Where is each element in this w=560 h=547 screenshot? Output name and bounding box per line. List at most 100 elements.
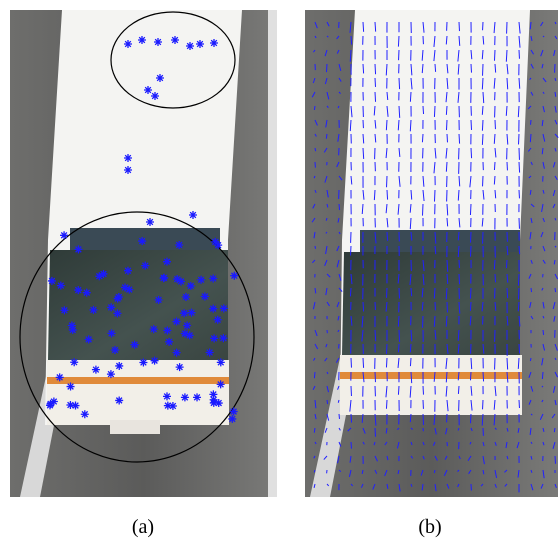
flow-vector	[326, 64, 327, 72]
flow-vector	[410, 358, 411, 366]
feature-star	[124, 154, 132, 162]
flow-vector	[482, 50, 483, 59]
flow-vector	[435, 64, 436, 72]
flow-vector	[386, 358, 387, 367]
flow-vector	[410, 218, 411, 229]
feature-star	[138, 36, 146, 44]
feature-star	[171, 36, 179, 44]
feature-star	[210, 334, 218, 342]
flow-vector	[519, 246, 520, 254]
feature-star	[209, 390, 217, 398]
flow-vector	[434, 316, 435, 327]
feature-star	[193, 393, 201, 401]
feature-star	[66, 401, 74, 409]
feature-star	[197, 276, 205, 284]
feature-star	[201, 292, 209, 300]
flow-vector	[518, 358, 519, 369]
flow-vector	[470, 288, 471, 299]
feature-star	[155, 296, 163, 304]
flow-vector	[542, 372, 543, 379]
flow-vector	[434, 106, 435, 117]
plate	[110, 420, 160, 434]
flow-vector	[458, 386, 459, 394]
flow-vector	[519, 162, 520, 173]
flow-vector	[470, 246, 471, 257]
flow-vector	[482, 106, 483, 115]
flow-vector	[314, 106, 315, 110]
feature-star	[154, 38, 162, 46]
flow-vector	[398, 344, 399, 352]
flow-vector	[375, 64, 376, 74]
flow-vector	[494, 260, 495, 269]
feature-star	[182, 293, 190, 301]
feature-star	[57, 282, 65, 290]
panel-a-image	[10, 10, 277, 497]
flow-vector	[374, 190, 375, 200]
flow-vector	[363, 148, 364, 159]
flow-vector	[411, 288, 412, 296]
feature-star	[210, 39, 218, 47]
bumper	[47, 360, 229, 425]
flow-vector	[410, 414, 411, 422]
flow-vector	[530, 134, 531, 142]
feature-star	[219, 334, 227, 342]
feature-star	[121, 283, 129, 291]
feature-star	[151, 92, 159, 100]
feature-star	[183, 322, 191, 330]
feature-star	[113, 309, 121, 317]
feature-star	[74, 245, 82, 253]
flow-vector	[506, 50, 507, 62]
panel-label: (a)	[132, 516, 154, 538]
feature-star	[107, 303, 115, 311]
feature-star	[124, 166, 132, 174]
feature-star	[115, 396, 123, 404]
feature-star	[74, 286, 82, 294]
flow-vector	[482, 134, 483, 145]
feature-star	[164, 402, 172, 410]
flow-vector	[434, 190, 435, 202]
flow-vector	[387, 190, 388, 200]
feature-star	[206, 348, 214, 356]
panel-label: (b)	[418, 516, 441, 538]
flow-vector	[410, 120, 411, 131]
feature-star	[220, 304, 228, 312]
feature-star	[70, 358, 78, 366]
flow-vector	[446, 120, 447, 130]
flow-vector	[375, 22, 376, 32]
feature-star	[217, 380, 225, 388]
flow-vector	[398, 386, 399, 395]
flow-vector	[326, 134, 327, 139]
feature-star	[114, 295, 122, 303]
flow-vector	[351, 414, 352, 423]
flow-vector	[350, 50, 351, 62]
flow-vector	[459, 134, 460, 144]
flow-vector	[447, 218, 448, 226]
flow-vector	[399, 106, 400, 118]
flow-vector	[363, 358, 364, 368]
feature-star	[175, 241, 183, 249]
flow-vector	[363, 302, 364, 311]
feature-star	[124, 40, 132, 48]
flow-vector	[494, 176, 495, 184]
flow-vector	[471, 148, 472, 158]
feature-star	[186, 331, 194, 339]
road-edge	[268, 10, 277, 497]
figure: (a) (b)	[0, 0, 560, 547]
feature-star	[156, 74, 164, 82]
feature-star	[124, 267, 132, 275]
flow-vector	[314, 372, 315, 378]
flow-vector	[507, 288, 508, 298]
flow-vector	[543, 330, 544, 335]
feature-star	[173, 275, 181, 283]
flow-vector	[507, 358, 508, 369]
flow-vector	[494, 162, 495, 170]
flow-vector	[470, 302, 471, 311]
feature-star	[60, 306, 68, 314]
flow-vector	[494, 50, 495, 61]
flow-vector	[458, 232, 459, 240]
flow-vector	[446, 162, 447, 172]
feature-star	[107, 370, 115, 378]
feature-star	[85, 335, 93, 343]
flow-vector	[338, 400, 339, 403]
feature-star	[131, 341, 139, 349]
